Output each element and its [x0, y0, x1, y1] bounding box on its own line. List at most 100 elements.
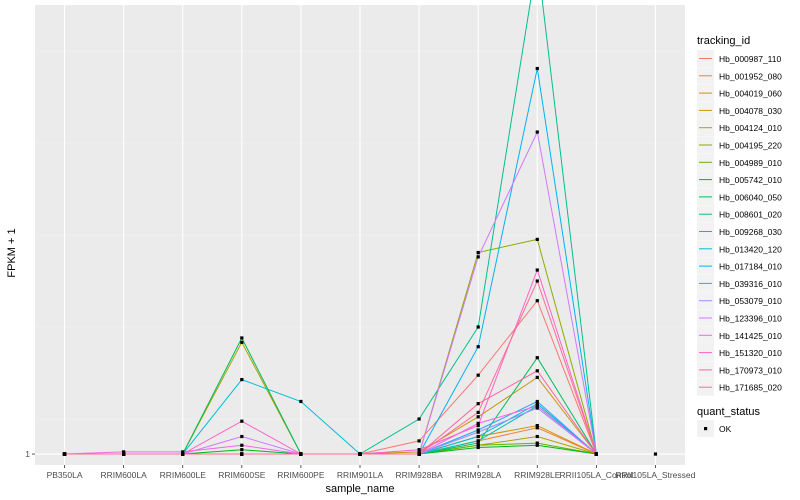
data-point: [240, 434, 244, 439]
legend-items: Hb_000987_110 Hb_001952_080 Hb_004019_060 H…: [697, 50, 782, 396]
x-axis: PB350LA RRIM600LA RRIM600LE RRIM600SE RRIM60…: [47, 465, 696, 480]
data-point: [417, 417, 421, 421]
data-point: [240, 340, 244, 344]
x-tick-label: RRII105LA_Stressed: [616, 470, 696, 480]
data-point: [240, 443, 244, 447]
data-point: [535, 443, 539, 447]
data-point: [240, 377, 244, 382]
legend-label: Hb_008601_020: [719, 210, 782, 220]
legend-label: Hb_000987_110: [719, 54, 782, 64]
data-point: [240, 336, 244, 340]
legend-label: Hb_001952_080: [719, 71, 782, 81]
data-point: [417, 450, 421, 454]
legend-label: Hb_053079_010: [719, 296, 782, 306]
data-point: [535, 237, 539, 241]
data-point: [476, 439, 480, 443]
x-tick-label: RRIM600LE: [160, 470, 207, 480]
legend-quant-items: OK: [697, 420, 732, 437]
data-point: [476, 423, 480, 428]
data-point: [535, 299, 539, 303]
legend-label: Hb_039316_010: [719, 279, 782, 289]
y-axis: 1: [25, 449, 35, 459]
legend-label: Hb_151320_010: [719, 348, 782, 358]
x-axis-title: sample_name: [325, 483, 394, 495]
legend-key-point: [704, 427, 708, 431]
data-point: [535, 369, 539, 373]
data-point: [417, 439, 421, 443]
x-tick-label: PB350LA: [47, 470, 83, 480]
data-point: [594, 452, 598, 456]
data-point: [476, 434, 480, 439]
legend-quant-title: quant_status: [697, 406, 760, 418]
legend: tracking_id Hb_000987_110Hb_001952_080Hb…: [697, 35, 782, 437]
legend-label: Hb_009268_030: [719, 227, 782, 237]
data-point: [535, 130, 539, 134]
legend-label: OK: [719, 424, 732, 434]
data-point: [240, 452, 244, 456]
legend-label: Hb_171685_020: [719, 383, 782, 393]
x-tick-label: RRIM928LE: [514, 470, 561, 480]
grid-major: [35, 5, 685, 465]
legend-label: Hb_006040_050: [719, 192, 782, 202]
data-point: [122, 450, 126, 454]
data-point: [535, 426, 539, 430]
data-point: [476, 445, 480, 450]
data-point: [358, 452, 362, 456]
data-point: [535, 399, 539, 404]
y-tick-label: 1: [25, 449, 30, 459]
data-point: [476, 421, 480, 425]
x-tick-label: RRIM928LA: [455, 470, 502, 480]
data-point: [476, 410, 480, 415]
data-point: [535, 423, 539, 428]
legend-label: Hb_004195_220: [719, 141, 782, 151]
data-point: [535, 66, 539, 71]
data-point: [299, 399, 303, 404]
data-point: [476, 250, 480, 255]
legend-label: Hb_013420_120: [719, 244, 782, 254]
series-line-Hb_171685_020: [64, 279, 597, 455]
data-point: [181, 452, 185, 456]
data-point: [535, 434, 539, 439]
legend-label: Hb_004989_010: [719, 158, 782, 168]
x-tick-label: RRIM600PE: [277, 470, 325, 480]
data-point: [476, 325, 480, 329]
data-point: [240, 448, 244, 452]
legend-label: Hb_004078_030: [719, 106, 782, 116]
data-point: [476, 373, 480, 377]
data-point: [417, 452, 421, 456]
data-point: [476, 255, 480, 259]
legend-label: Hb_123396_010: [719, 314, 782, 324]
data-point: [535, 356, 539, 360]
x-tick-label: RRIM928BA: [395, 470, 443, 480]
data-point: [535, 279, 539, 283]
data-point: [535, 404, 539, 408]
data-point: [299, 452, 303, 456]
data-point: [476, 415, 480, 419]
x-tick-label: RRII105LA_Control: [560, 470, 634, 480]
data-point: [535, 375, 539, 379]
data-point: [417, 448, 421, 452]
x-tick-label: RRIM600SE: [218, 470, 266, 480]
legend-label: Hb_141425_010: [719, 331, 782, 341]
data-point: [122, 452, 126, 456]
legend-title: tracking_id: [697, 35, 750, 47]
series-lines: [64, 0, 597, 455]
data-point: [535, 402, 539, 406]
legend-label: Hb_005742_010: [719, 175, 782, 185]
x-tick-label: RRIM600LA: [100, 470, 147, 480]
data-point: [476, 402, 480, 406]
data-point: [476, 345, 480, 349]
data-point: [653, 452, 658, 456]
y-axis-title: FPKM + 1: [6, 228, 18, 277]
legend-label: Hb_170973_010: [719, 365, 782, 375]
data-point: [535, 268, 539, 272]
x-tick-label: RRIM901LA: [337, 470, 384, 480]
series-points: [62, 66, 658, 456]
data-point: [240, 419, 244, 423]
legend-label: Hb_017184_010: [719, 262, 782, 272]
data-point: [535, 441, 539, 445]
data-point: [476, 430, 480, 434]
legend-label: Hb_004019_060: [719, 89, 782, 99]
legend-label: Hb_004124_010: [719, 123, 782, 133]
